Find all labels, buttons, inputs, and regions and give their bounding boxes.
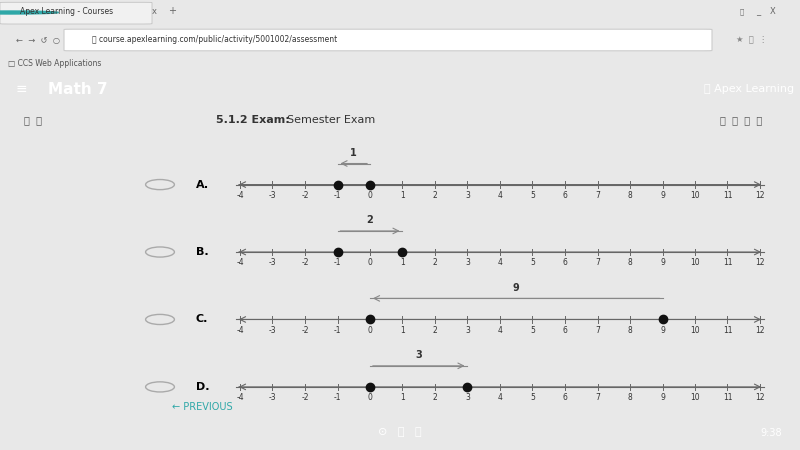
Text: 4: 4 — [498, 191, 502, 200]
Text: 0: 0 — [367, 326, 373, 335]
Text: 4: 4 — [498, 393, 502, 402]
Text: 7: 7 — [595, 258, 600, 267]
Text: 2: 2 — [433, 258, 438, 267]
Text: +: + — [168, 6, 176, 16]
Text: ≡: ≡ — [16, 82, 28, 96]
Text: 8: 8 — [628, 258, 632, 267]
Text: 文  👤  🖨  ❓: 文 👤 🖨 ❓ — [720, 115, 762, 125]
Text: Apex Learning - Courses: Apex Learning - Courses — [20, 7, 113, 16]
Text: 9: 9 — [660, 191, 665, 200]
Text: 1: 1 — [400, 393, 405, 402]
Text: -2: -2 — [302, 326, 309, 335]
Text: 3: 3 — [465, 258, 470, 267]
Text: 5: 5 — [530, 326, 535, 335]
Text: -4: -4 — [236, 258, 244, 267]
Text: 6: 6 — [562, 191, 567, 200]
Text: -3: -3 — [269, 393, 276, 402]
Text: -1: -1 — [334, 191, 342, 200]
Text: -4: -4 — [236, 191, 244, 200]
Text: 9:38: 9:38 — [760, 428, 782, 437]
Text: 5: 5 — [530, 191, 535, 200]
Text: 12: 12 — [755, 258, 765, 267]
Text: B.: B. — [196, 247, 209, 257]
Text: 5.1.2 Exam:: 5.1.2 Exam: — [216, 115, 290, 125]
Text: 5: 5 — [530, 258, 535, 267]
Text: 4: 4 — [498, 258, 502, 267]
Text: 1: 1 — [350, 148, 357, 158]
Text: ⊙   🌐   📹: ⊙ 🌐 📹 — [378, 428, 422, 437]
Text: 0: 0 — [367, 258, 373, 267]
Text: 🔒 course.apexlearning.com/public/activity/5001002/assessment: 🔒 course.apexlearning.com/public/activit… — [92, 35, 338, 44]
Text: 9: 9 — [660, 258, 665, 267]
Text: -1: -1 — [334, 326, 342, 335]
Text: 1: 1 — [400, 191, 405, 200]
Text: 11: 11 — [722, 393, 732, 402]
Text: □ CCS Web Applications: □ CCS Web Applications — [8, 59, 102, 68]
Text: 6: 6 — [562, 258, 567, 267]
FancyBboxPatch shape — [64, 29, 712, 51]
Text: ★  🔖  ⋮: ★ 🔖 ⋮ — [736, 35, 767, 44]
Text: 🅰 Apex Learning: 🅰 Apex Learning — [704, 85, 794, 94]
Text: 3: 3 — [465, 326, 470, 335]
Text: 0: 0 — [367, 191, 373, 200]
Text: -2: -2 — [302, 393, 309, 402]
Text: 9: 9 — [513, 283, 520, 293]
Text: 11: 11 — [722, 326, 732, 335]
Text: ← PREVIOUS: ← PREVIOUS — [172, 402, 233, 412]
Text: D.: D. — [196, 382, 210, 392]
Text: -2: -2 — [302, 258, 309, 267]
Text: 10: 10 — [690, 191, 700, 200]
Text: 0: 0 — [367, 393, 373, 402]
Text: -1: -1 — [334, 258, 342, 267]
Text: 8: 8 — [628, 191, 632, 200]
Text: ←  →  ↺  ○: ← → ↺ ○ — [16, 36, 60, 45]
Text: 9: 9 — [660, 393, 665, 402]
Text: 5: 5 — [530, 393, 535, 402]
Text: x: x — [152, 7, 157, 16]
Text: X: X — [770, 7, 776, 16]
Text: Math 7: Math 7 — [48, 82, 108, 97]
Text: -3: -3 — [269, 191, 276, 200]
Text: 8: 8 — [628, 393, 632, 402]
Text: 1: 1 — [400, 258, 405, 267]
Text: -1: -1 — [334, 393, 342, 402]
Text: 6: 6 — [562, 326, 567, 335]
FancyBboxPatch shape — [0, 2, 152, 24]
Text: 3: 3 — [465, 191, 470, 200]
Text: 2: 2 — [433, 393, 438, 402]
Text: 11: 11 — [722, 258, 732, 267]
Text: C.: C. — [196, 315, 208, 324]
Text: 3: 3 — [465, 393, 470, 402]
Text: 🏠  📁: 🏠 📁 — [24, 115, 42, 125]
Text: 9: 9 — [660, 326, 665, 335]
Text: Semester Exam: Semester Exam — [280, 115, 375, 125]
Text: 11: 11 — [722, 191, 732, 200]
Text: -3: -3 — [269, 326, 276, 335]
Circle shape — [0, 11, 58, 14]
Text: 10: 10 — [690, 258, 700, 267]
Text: -3: -3 — [269, 258, 276, 267]
Text: 12: 12 — [755, 393, 765, 402]
Text: 10: 10 — [690, 326, 700, 335]
Text: 7: 7 — [595, 393, 600, 402]
Text: 1: 1 — [400, 326, 405, 335]
Text: 7: 7 — [595, 191, 600, 200]
Text: 2: 2 — [366, 215, 374, 225]
Text: A.: A. — [196, 180, 209, 189]
Text: 12: 12 — [755, 191, 765, 200]
Text: ⬜: ⬜ — [740, 8, 744, 14]
Text: -2: -2 — [302, 191, 309, 200]
Text: 3: 3 — [415, 350, 422, 360]
Text: 7: 7 — [595, 326, 600, 335]
Text: -4: -4 — [236, 393, 244, 402]
Text: 10: 10 — [690, 393, 700, 402]
Text: 12: 12 — [755, 326, 765, 335]
Text: _: _ — [756, 7, 760, 16]
Text: -4: -4 — [236, 326, 244, 335]
Text: 2: 2 — [433, 326, 438, 335]
Text: 2: 2 — [433, 191, 438, 200]
Text: 4: 4 — [498, 326, 502, 335]
Text: 8: 8 — [628, 326, 632, 335]
Text: 6: 6 — [562, 393, 567, 402]
